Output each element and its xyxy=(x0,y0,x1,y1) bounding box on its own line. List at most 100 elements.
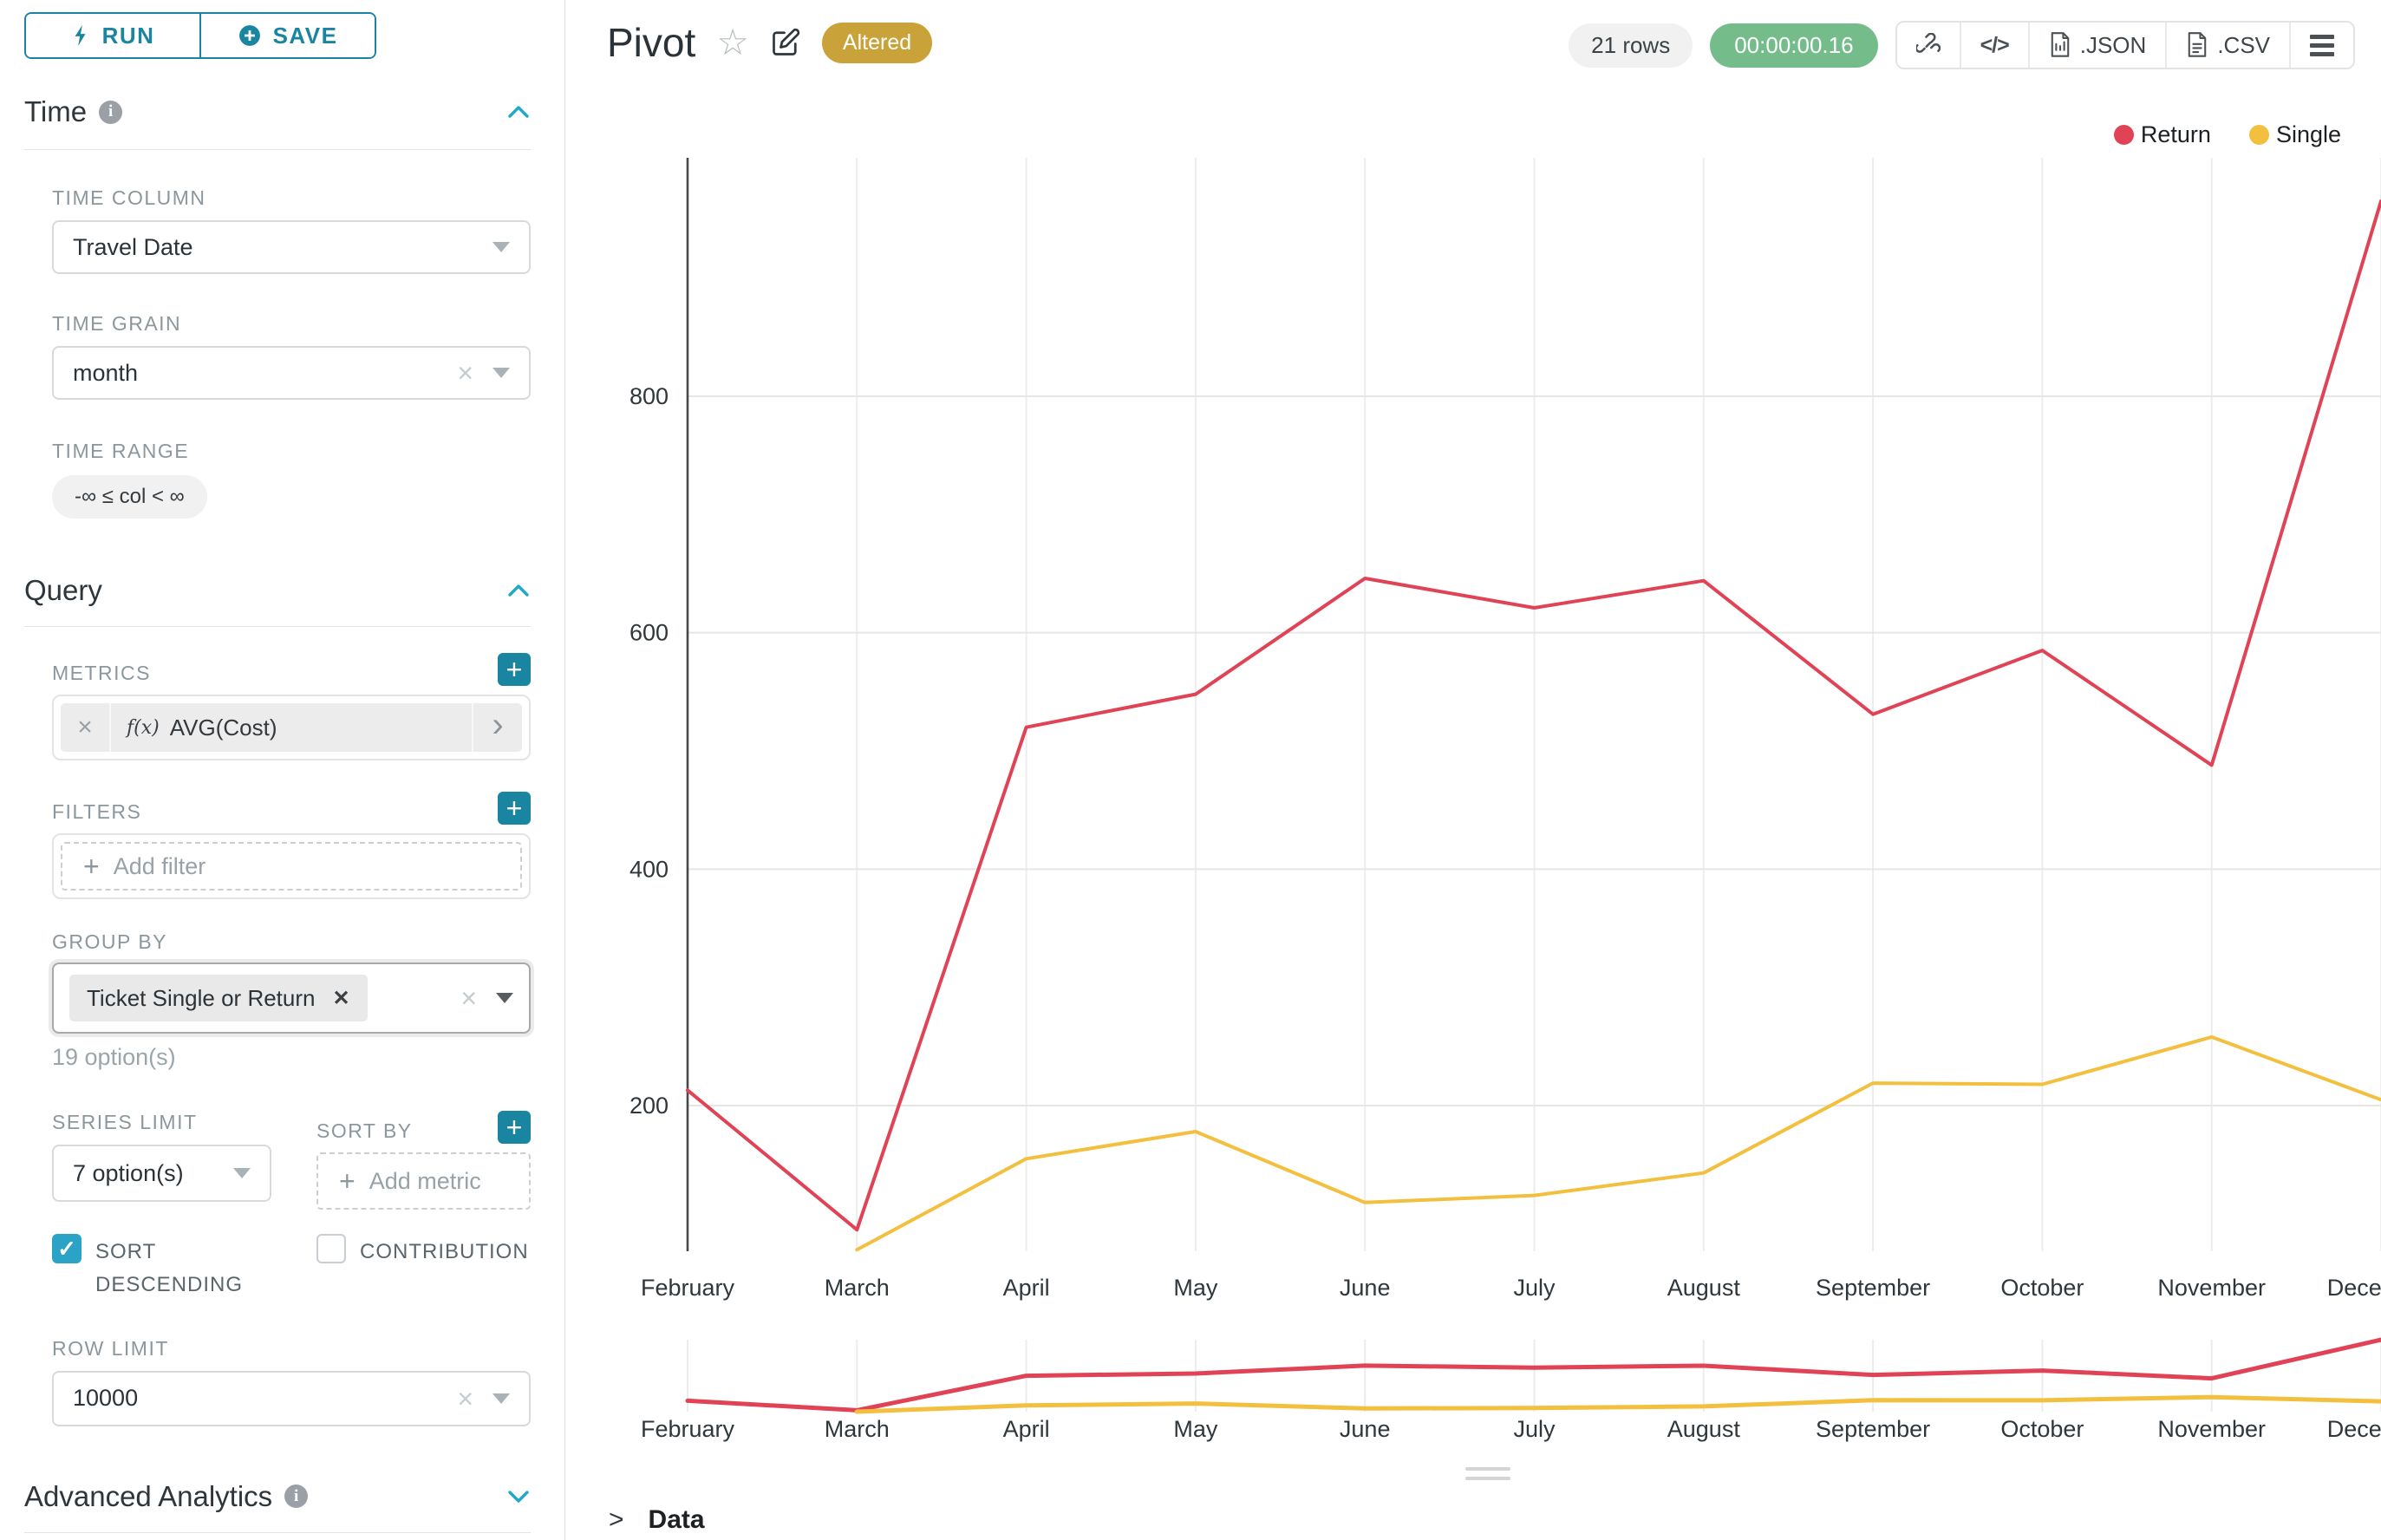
clear-icon[interactable]: × xyxy=(457,357,473,388)
csv-file-icon xyxy=(2189,32,2207,57)
time-column-value: Travel Date xyxy=(73,233,193,260)
info-icon xyxy=(99,100,123,124)
time-range-pill[interactable]: -∞ ≤ col < ∞ xyxy=(52,475,207,519)
checkbox-icon[interactable] xyxy=(52,1234,82,1263)
save-button[interactable]: SAVE xyxy=(199,14,375,57)
time-grain-select[interactable]: month × xyxy=(52,346,531,400)
metrics-container: × f(x) AVG(Cost) › xyxy=(52,695,531,760)
legend-dot xyxy=(2248,125,2269,145)
caret-down-icon[interactable] xyxy=(493,242,510,252)
caret-down-icon[interactable] xyxy=(493,1393,510,1404)
time-grain-label: TIME GRAIN xyxy=(52,312,182,335)
data-panel-toggle[interactable]: > Data xyxy=(609,1505,705,1535)
share-link-button[interactable] xyxy=(1896,23,1960,68)
minimap-x-tick: May xyxy=(1173,1416,1218,1442)
remove-metric-icon[interactable]: × xyxy=(61,703,111,752)
filters-container: + Add filter xyxy=(52,833,531,899)
view-query-button[interactable]: </> xyxy=(1959,23,2028,68)
time-section-header[interactable]: Time xyxy=(24,95,531,128)
metric-chip[interactable]: × f(x) AVG(Cost) › xyxy=(61,703,522,752)
info-icon xyxy=(284,1485,309,1509)
add-filter-dropzone[interactable]: + Add filter xyxy=(61,842,522,891)
chart-legend: Return Single xyxy=(2113,121,2341,148)
chart-title: Pivot xyxy=(607,20,696,65)
minimap-x-tick: April xyxy=(1003,1416,1050,1442)
add-filter-button[interactable] xyxy=(498,792,531,825)
plus-circle-icon xyxy=(238,25,260,46)
chart-menu-button[interactable] xyxy=(2289,23,2353,68)
filters-label: FILTERS xyxy=(52,800,142,823)
query-section-header[interactable]: Query xyxy=(24,574,531,607)
minimap-line-return[interactable] xyxy=(685,1337,2381,1413)
contribution-checkbox[interactable]: CONTRIBUTION xyxy=(316,1234,531,1269)
clear-icon[interactable]: × xyxy=(460,982,477,1014)
edit-icon[interactable] xyxy=(770,27,801,58)
y-axis-tick: 200 xyxy=(629,1093,669,1119)
x-axis-tick: March xyxy=(825,1275,890,1301)
export-json-button[interactable]: .JSON xyxy=(2027,23,2166,68)
minimap-line-single[interactable] xyxy=(854,1394,2381,1414)
sort-by-label: SORT BY xyxy=(316,1119,413,1142)
query-timer-badge: 00:00:00.16 xyxy=(1710,23,1878,68)
data-panel-label: Data xyxy=(648,1505,705,1534)
advanced-analytics-header[interactable]: Advanced Analytics xyxy=(24,1480,531,1513)
add-filter-placeholder: Add filter xyxy=(113,852,206,879)
row-limit-label: ROW LIMIT xyxy=(52,1336,169,1360)
chevron-up-icon[interactable] xyxy=(506,103,531,121)
time-grain-value: month xyxy=(73,359,139,386)
add-sort-metric-dropzone[interactable]: + Add metric xyxy=(316,1152,531,1210)
line-chart[interactable]: 200 400 600 800 February March April May June Jul… xyxy=(607,158,2381,1458)
minimap-x-tick: July xyxy=(1513,1416,1556,1442)
brush-drag-handle[interactable] xyxy=(1465,1467,1510,1480)
caret-down-icon[interactable] xyxy=(233,1168,251,1178)
legend-item-single[interactable]: Single xyxy=(2248,121,2341,148)
minimap-x-tick: February xyxy=(641,1416,735,1442)
metrics-label: METRICS xyxy=(52,662,151,684)
chevron-right-icon[interactable]: › xyxy=(472,703,522,752)
checkbox-icon[interactable] xyxy=(316,1234,346,1263)
caret-down-icon[interactable] xyxy=(496,993,513,1003)
x-axis-tick: November xyxy=(2157,1275,2266,1301)
caret-down-icon[interactable] xyxy=(493,368,510,378)
bolt-icon xyxy=(75,25,86,46)
chevron-up-icon[interactable] xyxy=(506,582,531,599)
minimap-x-tick: September xyxy=(1816,1416,1930,1442)
run-button[interactable]: RUN xyxy=(26,14,199,57)
favorite-star-icon[interactable]: ☆ xyxy=(716,22,749,62)
divider xyxy=(24,626,531,627)
row-limit-select[interactable]: 10000 × xyxy=(52,1370,531,1426)
x-axis-tick: September xyxy=(1816,1275,1930,1301)
save-button-label: SAVE xyxy=(272,22,338,49)
series-limit-value: 7 option(s) xyxy=(73,1159,184,1186)
time-column-select[interactable]: Travel Date xyxy=(52,220,531,274)
legend-item-return[interactable]: Return xyxy=(2113,121,2211,148)
divider xyxy=(24,1531,531,1533)
clear-icon[interactable]: × xyxy=(457,1382,473,1414)
group-by-chip[interactable]: Ticket Single or Return ✕ xyxy=(69,975,368,1021)
fx-icon: f(x) xyxy=(127,716,160,739)
group-by-label: GROUP BY xyxy=(52,930,167,953)
group-by-select[interactable]: Ticket Single or Return ✕ × xyxy=(52,962,531,1034)
x-axis-tick: June xyxy=(1340,1275,1391,1301)
altered-badge[interactable]: Altered xyxy=(821,22,933,63)
sort-descending-checkbox[interactable]: SORT DESCENDING xyxy=(52,1234,271,1302)
run-save-button-group: RUN SAVE xyxy=(24,12,376,59)
series-limit-select[interactable]: 7 option(s) xyxy=(52,1145,271,1202)
y-axis-tick: 400 xyxy=(629,856,669,882)
time-section-title: Time xyxy=(24,95,88,127)
add-sort-metric-button[interactable] xyxy=(498,1111,531,1144)
export-csv-button[interactable]: .CSV xyxy=(2165,23,2289,68)
group-by-chip-label: Ticket Single or Return xyxy=(87,984,316,1011)
legend-dot xyxy=(2113,125,2134,145)
minimap-x-tick: December xyxy=(2327,1416,2381,1442)
run-button-label: RUN xyxy=(101,22,155,49)
plus-icon: + xyxy=(83,851,100,882)
remove-chip-icon[interactable]: ✕ xyxy=(332,986,350,1010)
series-line-return[interactable] xyxy=(686,199,2381,1232)
divider xyxy=(24,149,531,150)
export-json-label: .JSON xyxy=(2079,31,2147,58)
add-metric-button[interactable] xyxy=(498,653,531,686)
series-line-single[interactable] xyxy=(855,1034,2381,1252)
chevron-down-icon[interactable] xyxy=(506,1488,531,1505)
code-icon: </> xyxy=(1980,32,2010,57)
